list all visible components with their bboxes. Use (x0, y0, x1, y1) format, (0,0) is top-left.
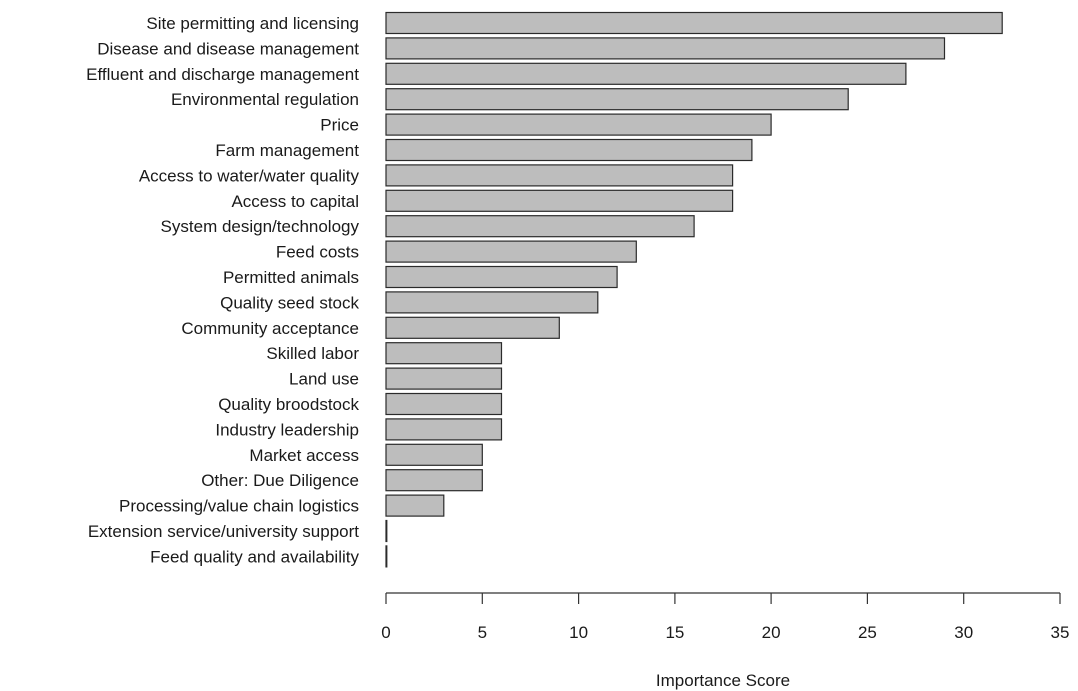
category-label: Other: Due Diligence (201, 471, 359, 490)
category-label: Environmental regulation (171, 90, 359, 109)
bar (385, 342, 503, 365)
bar (385, 37, 946, 60)
category-label: Disease and disease management (97, 39, 359, 58)
category-label: Community acceptance (181, 319, 359, 338)
category-label: Processing/value chain logistics (119, 497, 359, 516)
bar (385, 519, 388, 543)
category-label: Extension service/university support (88, 522, 359, 541)
x-axis: 0 5 10 15 20 25 30 35 (381, 592, 1070, 642)
bar (385, 113, 772, 136)
bar (385, 367, 503, 390)
x-tick-label: 0 (381, 623, 390, 642)
bar (385, 11, 1003, 35)
bar (385, 164, 734, 187)
category-label: Skilled labor (266, 344, 359, 363)
x-axis-title: Importance Score (656, 671, 790, 690)
category-label: Feed quality and availability (150, 547, 359, 566)
bar (385, 494, 445, 517)
category-label: Effluent and discharge management (86, 65, 359, 84)
bar (385, 88, 849, 111)
category-label: Land use (289, 370, 359, 389)
category-label: Permitted animals (223, 268, 359, 287)
category-label: Access to capital (231, 192, 359, 211)
x-tick-label: 10 (569, 623, 588, 642)
category-label: Quality seed stock (220, 293, 359, 312)
x-tick-label: 15 (665, 623, 684, 642)
bar (385, 392, 503, 416)
category-label: Market access (249, 446, 359, 465)
x-tick-label: 30 (954, 623, 973, 642)
bars (385, 11, 1003, 568)
x-tick-label: 5 (478, 623, 487, 642)
bar (385, 418, 503, 441)
bar (385, 545, 388, 568)
bar (385, 265, 618, 289)
category-label: Price (320, 116, 359, 135)
category-label: Industry leadership (215, 420, 359, 439)
bar (385, 469, 483, 492)
category-label: System design/technology (161, 217, 360, 236)
bar (385, 62, 907, 85)
bar (385, 138, 753, 162)
category-label: Farm management (215, 141, 359, 160)
bar (385, 240, 637, 263)
bar (385, 189, 734, 212)
category-label: Quality broodstock (218, 395, 359, 414)
x-tick-label: 35 (1051, 623, 1070, 642)
category-labels: Site permitting and licensing Disease and… (86, 14, 359, 566)
category-label: Feed costs (276, 243, 359, 262)
bar (385, 291, 599, 314)
bar (385, 215, 695, 238)
x-tick-label: 20 (762, 623, 781, 642)
category-label: Site permitting and licensing (146, 14, 359, 33)
bar (385, 443, 483, 466)
bar (385, 316, 560, 339)
x-tick-label: 25 (858, 623, 877, 642)
category-label: Access to water/water quality (139, 166, 360, 185)
